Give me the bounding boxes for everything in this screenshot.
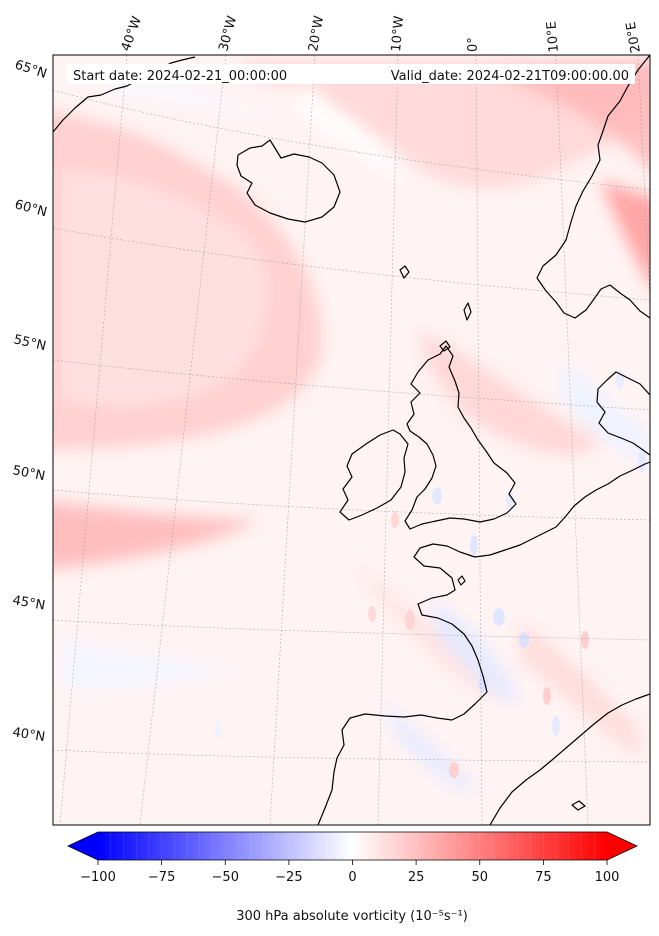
great-britain-coast — [404, 345, 517, 530]
colorbar-tick-label: 50 — [471, 870, 488, 885]
channel-islands — [457, 575, 466, 586]
colorbar-tick-label: −50 — [212, 870, 239, 885]
shetland-islands — [463, 302, 472, 321]
colorbar: −100 −75 −50 −25 0 25 50 75 100 300 hPa absolute… — [67, 831, 638, 924]
colorbar-max-extension — [607, 832, 637, 860]
coastlines — [53, 55, 650, 825]
lon-label-10e: 10°E — [544, 21, 562, 53]
header-bar — [67, 64, 635, 84]
latitude-labels: 65°N 60°N 55°N 50°N 45°N 40°N — [11, 58, 48, 746]
faroe-islands — [399, 265, 410, 279]
lat-label-55n: 55°N — [12, 332, 47, 354]
iceland-coast — [236, 139, 341, 223]
balearic-islands — [571, 800, 586, 811]
lat-label-65n: 65°N — [13, 58, 49, 82]
graticule — [53, 55, 650, 825]
colorbar-tick-label: 100 — [595, 870, 620, 885]
scandinavia-coast — [536, 55, 650, 319]
lon-label-0: 0° — [466, 37, 481, 52]
start-date-label: Start date: 2024-02-21_00:00:00 — [73, 69, 287, 84]
ireland-coast — [339, 429, 409, 521]
lon-label-10w: 10°W — [389, 15, 407, 52]
map-frame — [52, 54, 651, 826]
colorbar-gradient — [98, 832, 607, 860]
greenland-coast — [53, 56, 196, 133]
vorticity-field — [53, 60, 650, 792]
colorbar-tick-label: −75 — [148, 870, 175, 885]
lat-label-50n: 50°N — [11, 463, 46, 484]
continental-europe-coast — [317, 526, 557, 825]
north-sea-coast — [555, 461, 650, 528]
denmark-coast — [596, 371, 650, 456]
north-africa-coast — [489, 693, 650, 825]
colorbar-tick-label: 0 — [348, 870, 356, 885]
longitude-labels: 40°W 30°W 20°W 10°W 0° 10°E 20°E — [119, 14, 644, 54]
lon-label-20w: 20°W — [306, 15, 327, 53]
colorbar-min-extension — [68, 832, 98, 860]
map-panel: Start date: 2024-02-21_00:00:00 Valid_da… — [53, 55, 650, 825]
colorbar-tick-label: −25 — [275, 870, 302, 885]
valid-date-label: Valid_date: 2024-02-21T09:00:00.00 — [391, 69, 629, 84]
lat-label-45n: 45°N — [11, 593, 46, 613]
lon-label-30w: 30°W — [216, 14, 240, 53]
colorbar-label: 300 hPa absolute vorticity (10⁻⁵s⁻¹) — [236, 909, 468, 924]
lon-label-20e: 20°E — [624, 21, 644, 54]
lat-label-40n: 40°N — [11, 725, 46, 745]
lat-label-60n: 60°N — [13, 197, 49, 220]
colorbar-tick-label: 75 — [535, 870, 552, 885]
colorbar-tick-label: 25 — [408, 870, 425, 885]
orkney-islands — [439, 340, 451, 352]
colorbar-ticks: −100 −75 −50 −25 0 25 50 75 100 — [80, 832, 619, 885]
lon-label-40w: 40°W — [119, 14, 145, 53]
colorbar-tick-label: −100 — [80, 870, 116, 885]
